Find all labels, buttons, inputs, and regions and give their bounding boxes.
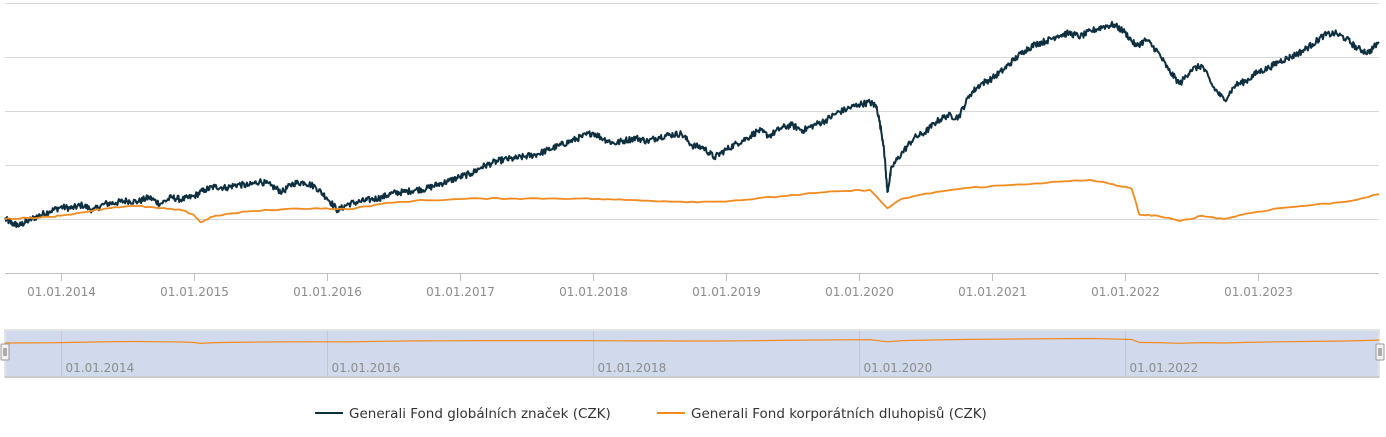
x-tick-label-1: 01.01.2015 xyxy=(160,285,229,299)
x-tick-label-2: 01.01.2016 xyxy=(293,285,362,299)
x-tick-label-0: 01.01.2014 xyxy=(27,285,96,299)
navigator-handle-right[interactable] xyxy=(1375,343,1385,361)
plot-lines xyxy=(4,20,1380,229)
x-tick-label-4: 01.01.2018 xyxy=(559,285,628,299)
navigator-tick-label-4: 01.01.2022 xyxy=(1130,361,1199,375)
navigator-tick-label-0: 01.01.2014 xyxy=(66,361,135,375)
legend-item-series-1[interactable]: Generali Fond korporátních dluhopisů (CZ… xyxy=(657,406,987,422)
navigator-tick-label-1: 01.01.2016 xyxy=(332,361,401,375)
navigator-tick-label-3: 01.01.2020 xyxy=(864,361,933,375)
series-line-1 xyxy=(4,179,1380,224)
y-gridlines xyxy=(5,3,1379,274)
navigator-grid: 01.01.2014 01.01.2016 01.01.2018 01.01.2020… xyxy=(61,331,1199,376)
range-navigator[interactable]: 01.01.2014 01.01.2016 01.01.2018 01.01.2020… xyxy=(0,329,1385,378)
x-tick-label-6: 01.01.2020 xyxy=(825,285,894,299)
navigator-selected-range[interactable] xyxy=(6,331,1378,376)
x-tick-label-7: 01.01.2021 xyxy=(958,285,1027,299)
legend-item-series-0[interactable]: Generali Fond globálních značek (CZK) xyxy=(315,406,611,422)
x-axis: 01.01.2014 01.01.2015 01.01.2016 01.01.2017… xyxy=(27,273,1293,299)
legend-label-series-1: Generali Fond korporátních dluhopisů (CZ… xyxy=(691,406,987,422)
x-tick-label-9: 01.01.2023 xyxy=(1224,285,1293,299)
series-line-0 xyxy=(4,20,1380,229)
x-tick-label-3: 01.01.2017 xyxy=(426,285,495,299)
legend: Generali Fond globálních značek (CZK) Ge… xyxy=(315,406,987,422)
navigator-outline xyxy=(4,329,1380,378)
navigator-tick-label-2: 01.01.2018 xyxy=(598,361,667,375)
legend-label-series-0: Generali Fond globálních značek (CZK) xyxy=(349,406,611,422)
x-tick-label-5: 01.01.2019 xyxy=(692,285,761,299)
navigator-handle-left[interactable] xyxy=(0,343,10,361)
navigator-series-line xyxy=(4,337,1380,345)
navigator-series xyxy=(4,337,1380,345)
x-tick-label-8: 01.01.2022 xyxy=(1091,285,1160,299)
